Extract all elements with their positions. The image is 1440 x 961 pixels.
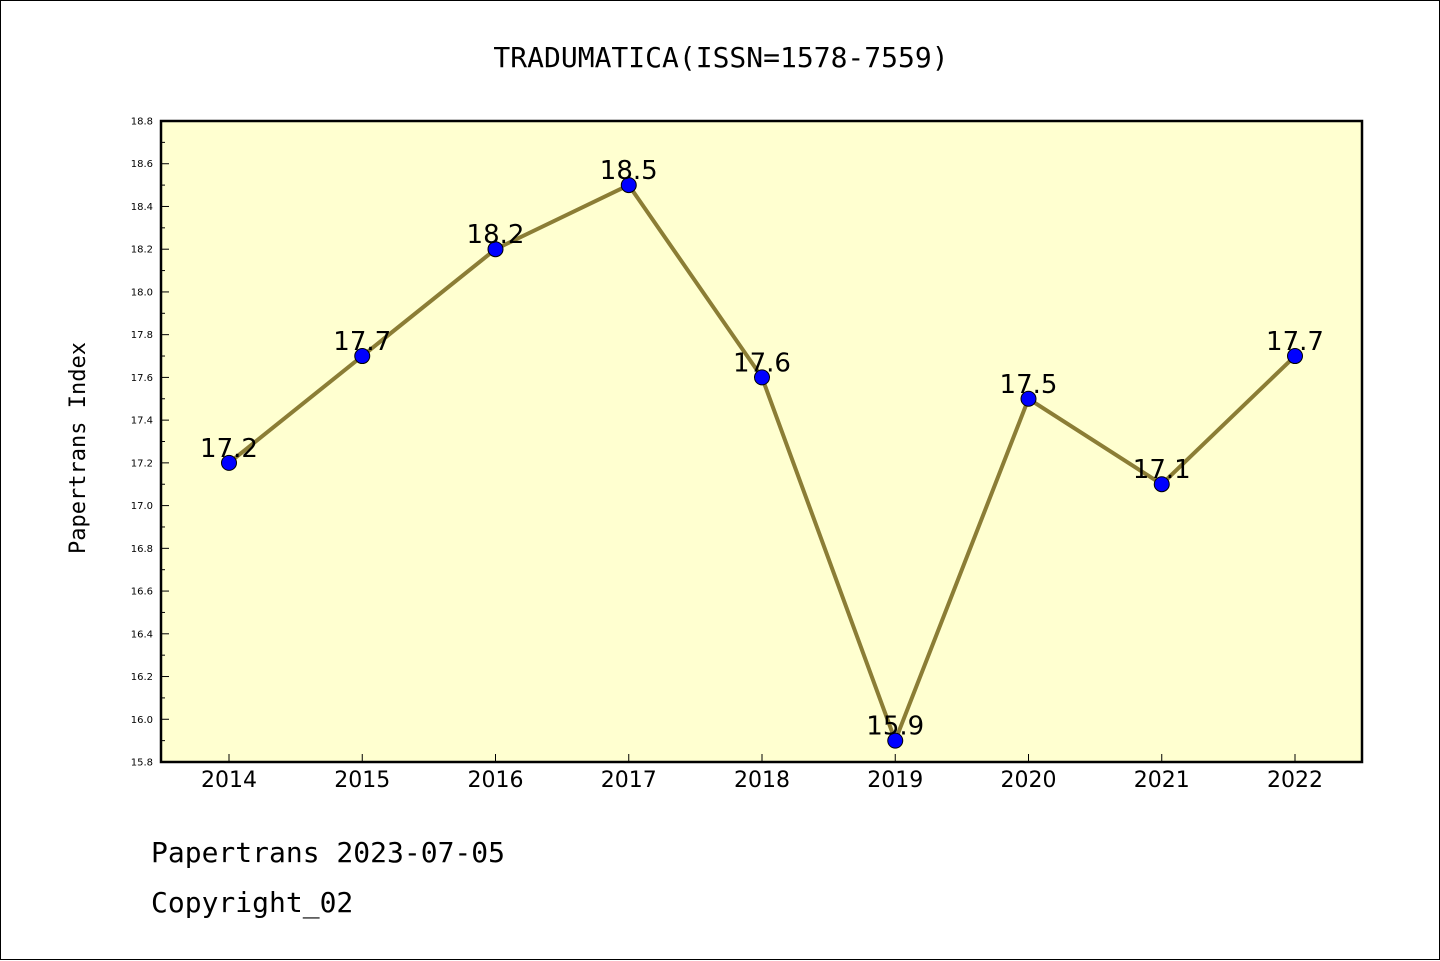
data-label: 17.6	[733, 348, 791, 378]
data-point	[1153, 476, 1170, 493]
y-tick-label: 17.8	[131, 330, 153, 341]
y-tick-label: 17.4	[131, 416, 153, 427]
y-tick-label: 17.6	[131, 373, 153, 384]
data-point	[887, 732, 904, 749]
y-tick-label: 17.2	[131, 458, 153, 469]
data-label: 18.2	[467, 220, 525, 250]
x-tick-label: 2015	[334, 768, 390, 793]
x-tick-label: 2021	[1134, 768, 1190, 793]
data-labels: 17.2 17.7 18.2 18.5 17.6 15.9 17.5 17.1 17.7	[200, 156, 1324, 742]
data-point	[487, 241, 504, 258]
data-label: 17.2	[200, 434, 258, 464]
y-axis: 15.8 16.0 16.2 16.4 16.6 16.8 17.0 17.2 17.4 17.6…	[131, 117, 169, 769]
data-label: 17.7	[1266, 327, 1324, 357]
data-point	[221, 454, 237, 471]
data-label: 17.7	[333, 327, 391, 357]
y-tick-label: 18.6	[131, 159, 153, 170]
x-axis: 2014 2015 2016 2017 2018 2019 2020 2021 2022	[201, 754, 1323, 793]
data-point	[1020, 390, 1037, 407]
plot-area	[159, 119, 1364, 764]
footer-copyright: Copyright_02	[151, 886, 354, 919]
footer-date: Papertrans 2023-07-05	[151, 836, 506, 869]
y-tick-label: 16.2	[131, 672, 153, 683]
y-tick-label: 18.8	[131, 117, 153, 128]
data-label: 18.5	[600, 156, 658, 186]
x-tick-label: 2020	[1001, 768, 1057, 793]
data-point	[1287, 348, 1303, 365]
y-tick-label: 18.0	[131, 287, 153, 298]
data-label: 17.5	[1000, 370, 1058, 400]
x-tick-label: 2019	[867, 768, 923, 793]
y-tick-label: 16.8	[131, 544, 153, 555]
y-tick-label: 16.0	[131, 715, 153, 726]
data-label: 15.9	[866, 712, 924, 742]
x-tick-label: 2017	[601, 768, 657, 793]
data-label: 17.1	[1133, 455, 1191, 485]
y-tick-label: 18.2	[131, 245, 153, 256]
data-point	[754, 369, 770, 386]
x-tick-label: 2016	[468, 768, 524, 793]
x-tick-label: 2014	[201, 768, 257, 793]
chart-title: TRADUMATICA(ISSN=1578-7559)	[493, 41, 948, 74]
y-axis-label: Papertrans Index	[66, 342, 91, 554]
data-points	[221, 177, 1303, 749]
y-tick-label: 18.4	[131, 202, 153, 213]
data-point	[354, 348, 371, 365]
y-tick-label: 16.4	[131, 629, 153, 640]
y-tick-label: 17.0	[131, 501, 153, 512]
data-point	[620, 177, 637, 194]
y-tick-label: 15.8	[131, 758, 153, 769]
y-tick-label: 16.6	[131, 587, 153, 598]
x-tick-label: 2022	[1267, 768, 1323, 793]
x-tick-label: 2018	[734, 768, 790, 793]
